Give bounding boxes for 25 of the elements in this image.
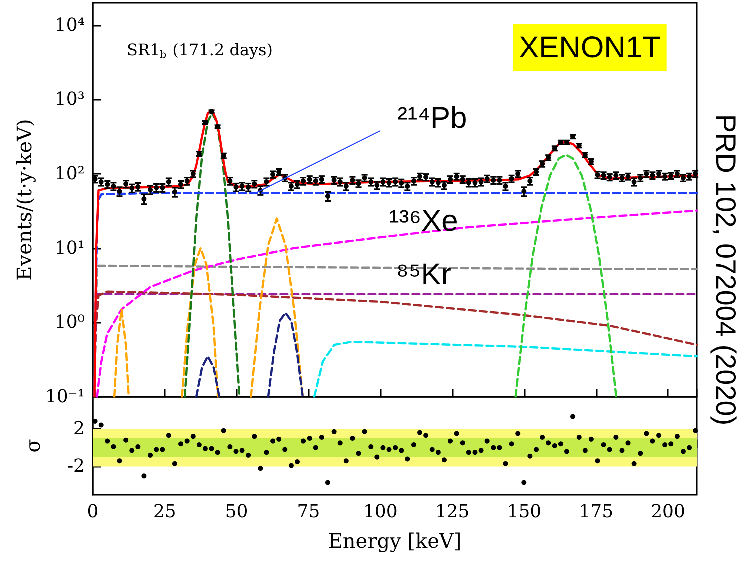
x-tick-label: 0 (87, 502, 99, 522)
y-tick-label: 10⁻¹ (45, 386, 85, 408)
x-tick-label: 150 (507, 502, 542, 522)
series-label: ²¹⁴Pb (398, 102, 468, 135)
y-tick-label: 10³ (54, 89, 85, 110)
y-tick-label: 10² (54, 164, 85, 185)
x-axis-title: Energy [keV] (328, 529, 462, 553)
annotation: XENON1T (519, 32, 661, 64)
x-tick-label: 200 (651, 502, 686, 522)
y-tick-label: 10¹ (54, 238, 85, 259)
series-label: ⁸⁵Kr (396, 258, 452, 292)
x-tick-label: 25 (153, 502, 176, 522)
series-label: ¹³⁶Xe (389, 204, 458, 238)
x-tick-label: 75 (297, 502, 320, 522)
x-tick-label: 175 (579, 502, 614, 522)
x-tick-label: 50 (225, 502, 248, 522)
x-tick-label: 125 (435, 502, 470, 522)
y-tick-label: -2 (67, 456, 85, 478)
y-tick-label: 10⁴ (54, 14, 85, 36)
y-tick-label: 2 (74, 418, 85, 440)
y-tick-label: 10⁰ (54, 312, 85, 334)
x-tick-label: 100 (363, 502, 398, 522)
y-axis-title: σ (21, 438, 45, 453)
text: PRD 102, 072004 (2020) (710, 114, 742, 426)
y-axis-title: Events/(t·y·keV) (12, 119, 36, 281)
